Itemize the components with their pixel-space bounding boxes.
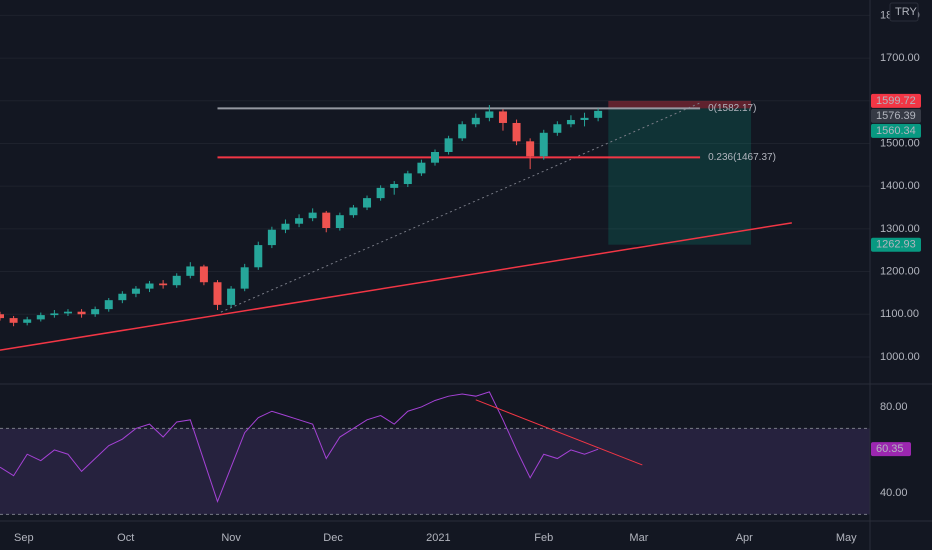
price-marker (871, 237, 921, 252)
position-reward (608, 108, 752, 245)
candle-body (199, 266, 208, 283)
candle-body (267, 229, 276, 246)
candle-body (322, 212, 331, 229)
candle-body (172, 275, 181, 286)
candle-body (553, 124, 562, 133)
candle-body (118, 293, 127, 301)
price-marker (871, 93, 921, 108)
candle-body (63, 311, 72, 314)
candle-body (335, 215, 344, 229)
candle-body (23, 319, 32, 323)
candle-body (403, 173, 412, 185)
candle-body (131, 288, 140, 294)
candle-body (485, 111, 494, 118)
candle-body (308, 212, 317, 219)
y-tick-label: 1300.00 (880, 223, 920, 235)
trend-line (220, 102, 701, 313)
candle-body (458, 124, 467, 139)
price-pane: 0(1582.17) 0.236(1467.37) (0, 14, 870, 358)
x-tick-label: May (836, 532, 857, 544)
rsi-marker-label: 60.35 (876, 443, 904, 455)
candle-body (566, 119, 575, 125)
x-tick-label: Mar (629, 532, 648, 544)
y-tick-label: 40.00 (880, 487, 908, 499)
y-tick-label: 1500.00 (880, 137, 920, 149)
price-marker-label: 1560.34 (876, 125, 916, 137)
candle-body (512, 122, 521, 142)
candle-body (186, 266, 195, 276)
position-risk (608, 100, 752, 109)
x-tick-label: Oct (117, 532, 134, 544)
x-tick-label: Dec (323, 532, 343, 544)
rsi-pane (0, 391, 870, 515)
rsi-line (0, 391, 599, 503)
x-tick-label: 2021 (426, 532, 450, 544)
price-marker (871, 108, 921, 123)
x-tick-label: Sep (14, 532, 34, 544)
fib-label: 0(1582.17) (708, 103, 756, 114)
candle-body (526, 141, 535, 157)
candle-body (254, 245, 263, 268)
price-marker-label: 1262.93 (876, 239, 916, 251)
price-marker-label: 1576.39 (876, 110, 916, 122)
candle-body (498, 111, 507, 123)
candle-body (295, 218, 304, 224)
trend-line (0, 222, 792, 351)
currency-label: TRY (895, 6, 917, 18)
x-tick-label: Nov (221, 532, 241, 544)
candle-body (471, 117, 480, 125)
y-tick-label: 1100.00 (880, 308, 919, 320)
candle-body (444, 138, 453, 153)
candle-body (240, 267, 249, 289)
rsi-band (0, 428, 870, 515)
rsi-trend-line (475, 399, 643, 466)
candle-body (77, 311, 86, 315)
candle-body (281, 223, 290, 230)
candle-body (417, 162, 426, 174)
candle-body (363, 198, 372, 208)
candle-body (376, 187, 385, 199)
fib-label: 0.236(1467.37) (708, 152, 776, 163)
axes: 1000.00 1100.00 1200.00 1300.00 1400.00 1500.… (14, 2, 921, 544)
candle-body (594, 110, 603, 118)
y-tick-label: 1200.00 (880, 265, 920, 277)
y-tick-label: 1400.00 (880, 180, 920, 192)
y-tick-label: 1700.00 (880, 52, 920, 64)
y-tick-label: 80.00 (880, 401, 908, 413)
y-tick-label: 1000.00 (880, 351, 920, 363)
candle-body (0, 314, 4, 319)
price-marker (871, 123, 921, 138)
candle-body (145, 283, 154, 289)
candle-body (349, 207, 358, 216)
candle-body (159, 283, 168, 286)
candle-body (431, 152, 439, 163)
candle-body (213, 282, 222, 305)
x-tick-label: Apr (736, 532, 753, 544)
price-marker-label: 1599.72 (876, 95, 916, 107)
currency-box (889, 2, 919, 22)
rsi-marker (871, 442, 911, 457)
candle-body (9, 318, 18, 323)
candle-body (539, 132, 548, 157)
candle-body (227, 288, 236, 305)
candle-body (36, 315, 45, 320)
candle-body (50, 313, 59, 316)
x-tick-label: Feb (534, 532, 553, 544)
candle-body (91, 309, 100, 315)
candle-body (104, 300, 113, 310)
candle-body (390, 184, 399, 188)
candle-body (580, 117, 589, 120)
